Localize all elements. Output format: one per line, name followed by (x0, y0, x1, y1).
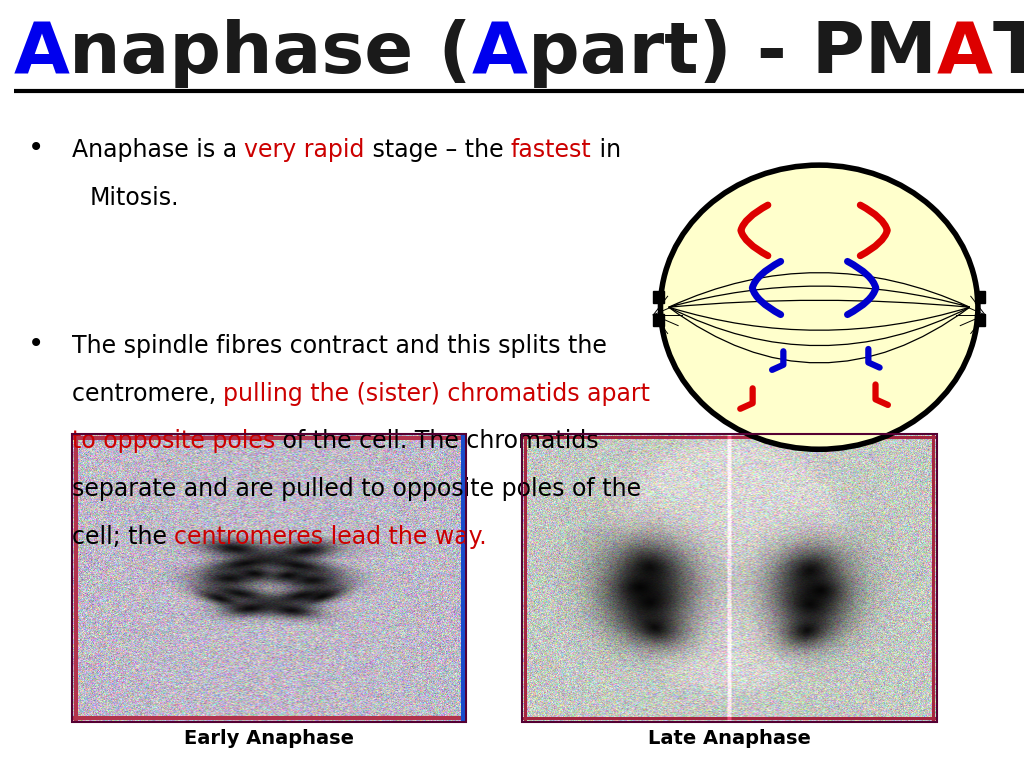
Text: to opposite poles: to opposite poles (72, 429, 274, 453)
Bar (653, 291, 664, 303)
Text: A: A (13, 19, 70, 88)
Ellipse shape (660, 165, 978, 449)
Text: The spindle fibres contract and this splits the: The spindle fibres contract and this spl… (72, 334, 606, 358)
Text: A: A (472, 19, 527, 88)
Text: Late Anaphase: Late Anaphase (648, 730, 811, 748)
Bar (975, 291, 985, 303)
Bar (653, 314, 664, 326)
Text: centromere,: centromere, (72, 382, 223, 406)
Bar (522, 434, 937, 722)
Text: Anaphase is a: Anaphase is a (72, 138, 245, 162)
Text: centromeres lead the way.: centromeres lead the way. (174, 525, 486, 548)
Text: •: • (28, 330, 44, 358)
Text: of the cell. The chromatids: of the cell. The chromatids (274, 429, 599, 453)
Text: fastest: fastest (511, 138, 592, 162)
Text: A: A (937, 19, 992, 88)
Bar (975, 314, 985, 326)
Bar (72, 434, 466, 722)
Text: Mitosis.: Mitosis. (90, 186, 179, 210)
Text: part) - PM: part) - PM (527, 19, 937, 88)
Text: cell; the: cell; the (72, 525, 174, 548)
Text: pulling the (sister) chromatids apart: pulling the (sister) chromatids apart (223, 382, 650, 406)
Text: naphase (: naphase ( (70, 19, 472, 88)
Text: Early Anaphase: Early Anaphase (183, 730, 354, 748)
Text: stage – the: stage – the (365, 138, 511, 162)
Text: T: T (992, 19, 1024, 88)
Text: separate and are pulled to opposite poles of the: separate and are pulled to opposite pole… (72, 477, 641, 501)
Text: very rapid: very rapid (245, 138, 365, 162)
Text: •: • (28, 134, 44, 162)
Text: in: in (592, 138, 621, 162)
